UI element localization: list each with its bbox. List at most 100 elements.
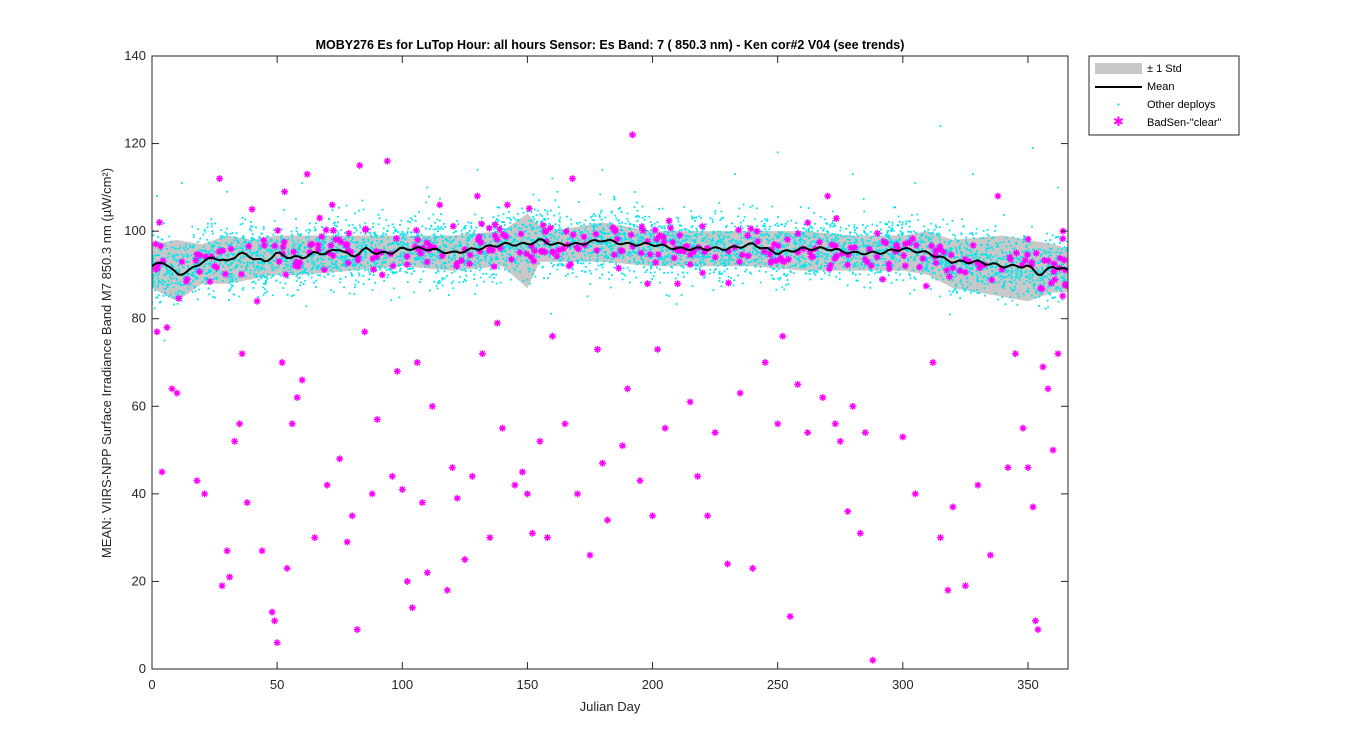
other-point (1008, 280, 1011, 283)
other-point (529, 224, 531, 227)
other-point (577, 238, 580, 241)
other-point (636, 201, 638, 204)
other-point (696, 264, 699, 266)
other-point (960, 251, 963, 253)
other-point (240, 265, 243, 268)
other-point (1042, 276, 1045, 278)
other-point (353, 262, 355, 265)
other-point (527, 236, 530, 239)
other-point (271, 252, 273, 255)
other-point (336, 225, 338, 228)
other-point (676, 241, 679, 244)
other-point (255, 273, 258, 276)
other-point (991, 266, 994, 268)
other-point (814, 243, 817, 245)
other-point (712, 271, 715, 274)
other-point (1061, 263, 1063, 266)
other-point (334, 221, 336, 224)
other-point (876, 271, 879, 273)
other-point (187, 254, 190, 257)
other-point (1025, 275, 1027, 278)
other-point (648, 232, 651, 235)
other-point (938, 256, 941, 259)
other-point (332, 240, 334, 243)
other-point (326, 226, 328, 229)
other-point (754, 247, 757, 250)
other-point (841, 247, 843, 250)
other-point (1048, 263, 1050, 265)
other-point (755, 252, 758, 255)
other-point (152, 261, 155, 264)
other-point (694, 241, 697, 244)
other-point (196, 277, 199, 279)
other-point (300, 281, 302, 284)
other-point (652, 275, 655, 277)
other-point (268, 249, 270, 252)
other-point (439, 197, 441, 200)
other-point (550, 312, 552, 315)
other-point (283, 250, 285, 253)
other-point (671, 271, 673, 274)
other-point (166, 286, 169, 288)
other-point (205, 250, 208, 253)
other-point (567, 258, 570, 261)
other-point (180, 253, 183, 256)
other-point (317, 237, 320, 240)
other-point (1015, 243, 1017, 245)
other-point (511, 246, 514, 248)
other-point (160, 282, 163, 285)
other-point (171, 273, 174, 276)
other-point (553, 214, 556, 217)
other-point (230, 263, 233, 266)
other-point (869, 269, 872, 272)
other-point (692, 240, 695, 242)
other-point (801, 233, 804, 236)
other-point (459, 243, 461, 246)
other-point (961, 267, 964, 270)
other-point (183, 283, 186, 286)
other-point (390, 243, 392, 245)
other-point (816, 262, 818, 265)
other-point (956, 256, 959, 258)
other-point (360, 242, 363, 244)
other-point (678, 224, 681, 227)
other-point (364, 256, 367, 259)
other-point (793, 272, 795, 275)
other-point (613, 236, 616, 238)
other-point (570, 246, 572, 249)
other-point (799, 206, 802, 208)
other-point (246, 263, 248, 266)
other-point (859, 245, 861, 248)
other-point (178, 270, 181, 273)
other-point (548, 253, 551, 256)
other-point (908, 272, 910, 275)
other-point (433, 280, 436, 283)
other-point (413, 291, 415, 294)
other-point (752, 231, 755, 234)
other-point (187, 260, 190, 263)
other-point (914, 278, 917, 280)
other-point (911, 242, 914, 245)
other-point (554, 231, 557, 234)
other-point (508, 248, 511, 251)
other-point (262, 293, 265, 296)
other-point (410, 231, 413, 233)
other-point (175, 254, 178, 256)
other-point (351, 238, 354, 241)
other-point (451, 257, 454, 260)
other-point (718, 202, 721, 204)
other-point (343, 286, 345, 289)
other-point (1005, 258, 1007, 261)
other-point (496, 206, 499, 208)
other-point (457, 245, 460, 248)
other-point (392, 232, 395, 234)
other-point (527, 246, 530, 249)
other-point (855, 233, 858, 236)
other-point (971, 266, 974, 269)
other-point (382, 232, 385, 235)
other-point (169, 275, 171, 278)
other-point (1043, 249, 1046, 252)
other-point (172, 286, 175, 288)
other-point (611, 223, 614, 225)
